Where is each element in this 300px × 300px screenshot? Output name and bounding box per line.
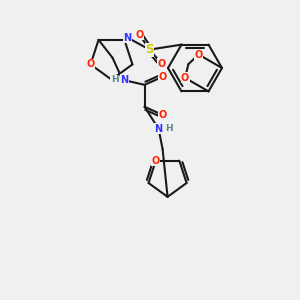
Text: O: O [86, 59, 95, 69]
Text: H: H [111, 75, 119, 84]
Text: O: O [158, 72, 167, 82]
Text: H: H [165, 124, 172, 133]
Text: O: O [152, 156, 160, 166]
Text: N: N [123, 33, 132, 43]
Text: N: N [154, 124, 163, 134]
Text: O: O [158, 58, 166, 69]
Text: S: S [145, 43, 154, 56]
Text: O: O [135, 30, 144, 40]
Text: N: N [121, 75, 129, 85]
Text: O: O [158, 110, 167, 120]
Text: O: O [181, 73, 189, 83]
Text: O: O [194, 50, 203, 59]
